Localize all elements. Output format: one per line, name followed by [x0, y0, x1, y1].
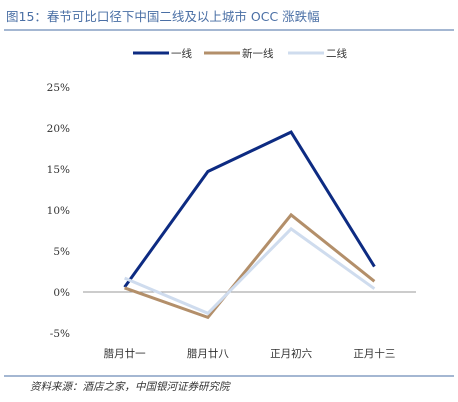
y-tick-label: -5% — [50, 328, 70, 340]
y-tick-label: 25% — [47, 82, 70, 94]
y-tick-label: 10% — [47, 205, 70, 217]
x-tick-label: 腊月廿八 — [187, 348, 229, 360]
legend-label-2: 二线 — [326, 47, 347, 60]
y-tick-label: 15% — [47, 164, 70, 176]
x-tick-label: 正月十三 — [353, 347, 395, 360]
source-note: 资料来源：酒店之家，中国银河证券研究院 — [30, 381, 231, 393]
legend-label-0: 一线 — [171, 47, 192, 60]
y-tick-label: 20% — [47, 123, 70, 135]
chart-title: 图15：春节可比口径下中国二线及以上城市 OCC 涨跌幅 — [6, 9, 320, 24]
legend-label-1: 新一线 — [242, 47, 274, 60]
series-line-1 — [124, 212, 376, 320]
y-axis: 25% 20% 15% 10% 5% 0% -5% — [47, 82, 70, 340]
series-line-0 — [123, 130, 376, 288]
x-tick-label: 正月初六 — [270, 347, 312, 360]
x-axis: 腊月廿一 腊月廿八 正月初六 正月十三 — [83, 291, 416, 360]
y-tick-label: 5% — [53, 246, 70, 258]
x-tick-label: 腊月廿一 — [104, 348, 146, 360]
series-lines — [123, 130, 376, 320]
series-line-2 — [124, 226, 376, 316]
legend: 一线 新一线 二线 — [133, 47, 347, 60]
y-tick-label: 0% — [53, 287, 70, 299]
